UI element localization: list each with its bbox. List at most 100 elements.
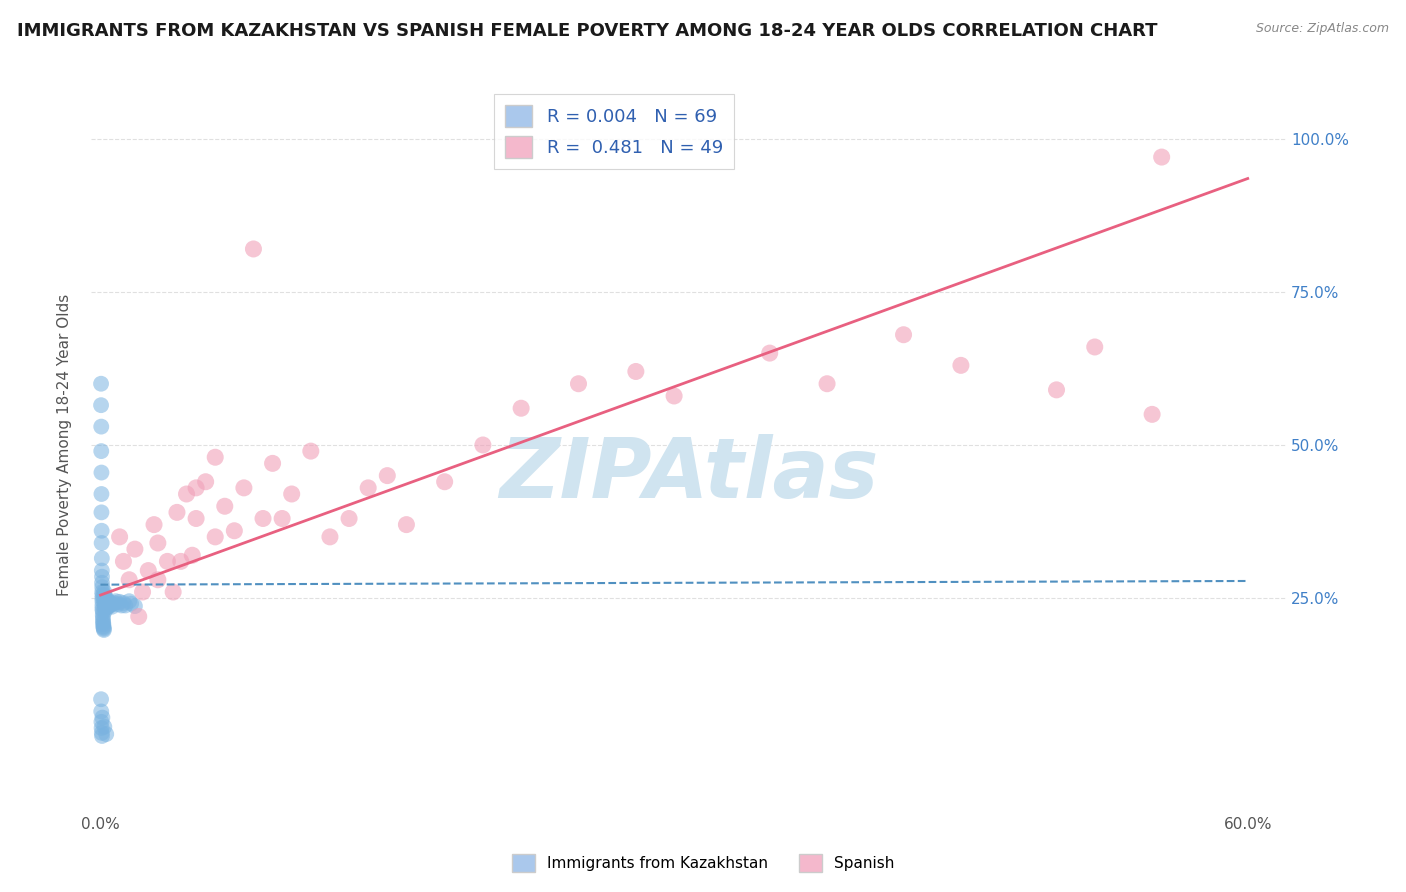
Point [91,580,114,594]
Point [242,242,264,256]
Point [93,720,115,734]
Point [131,585,153,599]
Point [91,710,114,724]
Point [108,595,131,609]
Point [90,564,112,578]
Point [97,594,120,608]
Point [91,605,114,619]
Point [98,595,121,609]
Text: Source: ZipAtlas.com: Source: ZipAtlas.com [1256,22,1389,36]
Point [96,593,118,607]
Point [94,599,117,613]
Point [91,614,114,628]
Point [90,466,112,480]
Point [90,726,112,740]
Text: IMMIGRANTS FROM KAZAKHSTAN VS SPANISH FEMALE POVERTY AMONG 18-24 YEAR OLDS CORRE: IMMIGRANTS FROM KAZAKHSTAN VS SPANISH FE… [17,22,1157,40]
Point [232,481,254,495]
Point [357,481,380,495]
Point [184,511,207,525]
Point [280,487,302,501]
Point [101,597,124,611]
Point [90,551,112,566]
Point [1140,408,1163,422]
Point [124,599,146,613]
Point [124,542,146,557]
Point [112,554,135,568]
Point [96,600,118,615]
Point [319,530,342,544]
Point [146,536,169,550]
Point [93,622,115,636]
Point [214,500,236,514]
Point [156,554,179,568]
Point [194,475,217,489]
Point [90,536,112,550]
Point [90,487,112,501]
Point [90,692,112,706]
Point [90,398,112,412]
Point [1150,150,1173,164]
Point [162,585,184,599]
Point [90,419,112,434]
Point [893,327,915,342]
Point [299,444,322,458]
Point [90,721,112,735]
Point [136,564,159,578]
Point [104,594,127,608]
Point [252,511,274,525]
Point [91,599,114,613]
Point [91,729,114,743]
Point [112,596,135,610]
Point [510,401,533,416]
Point [91,591,114,606]
Point [91,585,114,599]
Point [93,588,115,602]
Point [662,389,685,403]
Point [118,573,141,587]
Point [395,517,418,532]
Point [1045,383,1067,397]
Point [224,524,246,538]
Point [91,602,114,616]
Point [93,619,115,633]
Point [94,601,117,615]
Point [91,594,114,608]
Point [91,588,114,602]
Point [96,596,118,610]
Point [184,481,207,495]
Point [94,603,117,617]
Y-axis label: Female Poverty Among 18-24 Year Olds: Female Poverty Among 18-24 Year Olds [58,293,72,596]
Point [91,611,114,625]
Point [204,450,226,465]
Point [143,517,166,532]
Point [96,599,118,613]
Point [120,597,142,611]
Point [91,570,114,584]
Point [176,487,198,501]
Point [204,530,226,544]
Point [114,599,136,613]
Point [118,594,141,608]
Point [949,359,972,373]
Point [96,727,118,741]
Point [471,438,494,452]
Point [107,597,129,611]
Point [170,554,193,568]
Point [567,376,589,391]
Point [624,364,647,378]
Point [262,456,284,470]
Point [1084,340,1107,354]
Point [90,376,112,391]
Point [108,530,131,544]
Point [128,609,150,624]
Point [93,591,115,606]
Point [103,596,125,610]
Point [815,376,838,391]
Point [337,511,360,525]
Point [375,468,398,483]
Point [91,615,114,630]
Legend: Immigrants from Kazakhstan, Spanish: Immigrants from Kazakhstan, Spanish [505,846,901,880]
Point [166,505,188,519]
Point [98,599,121,613]
Point [96,591,118,606]
